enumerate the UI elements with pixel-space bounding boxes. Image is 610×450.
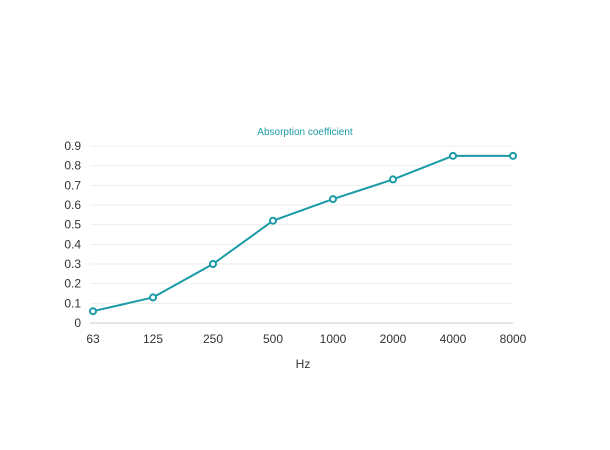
grid-lines xyxy=(90,145,513,304)
x-tick-label: 1000 xyxy=(320,332,347,346)
y-tick-label: 0.4 xyxy=(64,237,81,251)
data-point[interactable] xyxy=(389,175,397,184)
y-tick-labels: 0 0.1 0.2 0.3 0.4 0.5 0.6 0.7 0.8 0.9 xyxy=(64,139,81,330)
y-tick-label: 0.1 xyxy=(64,296,81,310)
data-point[interactable] xyxy=(329,195,337,204)
y-tick-label: 0.6 xyxy=(64,198,81,212)
y-tick-label: 0.3 xyxy=(64,257,81,271)
data-point[interactable] xyxy=(269,216,277,225)
x-axis-title: Hz xyxy=(296,357,311,371)
x-tick-label: 2000 xyxy=(380,332,407,346)
x-tick-label: 63 xyxy=(86,332,100,346)
y-tick-label: 0.7 xyxy=(64,178,81,192)
y-tick-label: 0 xyxy=(74,316,81,330)
y-tick-label: 0.5 xyxy=(64,218,81,232)
y-tick-label: 0.9 xyxy=(64,139,81,153)
x-tick-label: 500 xyxy=(263,332,283,346)
x-tick-label: 125 xyxy=(143,332,163,346)
series-layer xyxy=(89,151,517,316)
x-tick-label: 4000 xyxy=(440,332,467,346)
x-tick-labels: 63 125 250 500 1000 2000 4000 8000 xyxy=(86,332,526,346)
data-point[interactable] xyxy=(449,151,457,160)
data-point[interactable] xyxy=(149,293,157,302)
x-tick-label: 250 xyxy=(203,332,223,346)
data-point[interactable] xyxy=(509,151,517,160)
data-point[interactable] xyxy=(89,307,97,316)
y-tick-label: 0.2 xyxy=(64,277,81,291)
chart-title: Absorption coefficient xyxy=(257,127,353,138)
x-tick-label: 8000 xyxy=(500,332,527,346)
series-line xyxy=(92,154,513,313)
data-point[interactable] xyxy=(209,260,217,268)
y-tick-label: 0.8 xyxy=(64,159,81,173)
